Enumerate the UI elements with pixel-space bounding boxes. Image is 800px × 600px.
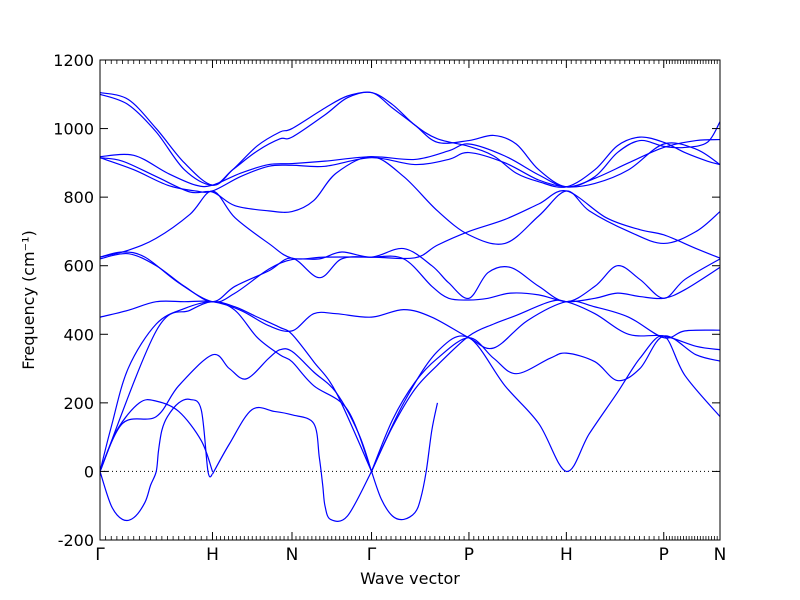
phonon-branch-10 xyxy=(99,301,373,472)
y-tick-label: 0 xyxy=(84,462,94,481)
phonon-branch-13 xyxy=(99,301,373,472)
phonon-branch-17 xyxy=(99,399,214,472)
phonon-branch-9 xyxy=(99,300,721,350)
y-tick-label: 400 xyxy=(63,325,94,344)
plot-frame xyxy=(99,59,721,541)
phonon-branch-15 xyxy=(370,335,721,473)
x-tick-label: P xyxy=(464,545,474,565)
y-tick-label: 1000 xyxy=(53,120,94,139)
y-tick-label: -200 xyxy=(58,531,94,550)
phonon-branch-6 xyxy=(99,190,721,260)
x-tick-label: P xyxy=(659,545,669,565)
phonon-branch-19 xyxy=(370,402,439,521)
y-tick-label: 1200 xyxy=(53,51,94,70)
x-tick-label: Γ xyxy=(367,545,377,565)
phonon-branch-2 xyxy=(99,91,721,188)
y-axis-ticks: -200 0 200 400 600 800 1000 1200 xyxy=(53,51,720,550)
phonon-branch-14 xyxy=(99,348,373,472)
y-tick-label: 800 xyxy=(63,188,94,207)
phonon-branch-8 xyxy=(99,252,721,303)
x-axis-label: Wave vector xyxy=(360,569,460,588)
phonon-branch-5 xyxy=(99,156,721,245)
x-tick-label: N xyxy=(714,545,727,565)
x-tick-label: N xyxy=(286,545,299,565)
x-tick-label: H xyxy=(206,545,219,565)
phonon-branch-16 xyxy=(99,398,214,522)
y-tick-label: 600 xyxy=(63,257,94,276)
dispersion-curves xyxy=(99,91,721,522)
x-tick-label: H xyxy=(560,545,573,565)
phonon-branch-12 xyxy=(370,335,721,472)
phonon-branch-1 xyxy=(99,91,721,188)
x-tick-label: Γ xyxy=(95,545,105,565)
y-tick-label: 200 xyxy=(63,394,94,413)
phonon-branch-3 xyxy=(99,138,721,188)
phonon-branch-18 xyxy=(211,406,373,522)
y-axis-label: Frequency (cm⁻¹) xyxy=(19,230,38,369)
phonon-branch-11 xyxy=(370,299,721,472)
